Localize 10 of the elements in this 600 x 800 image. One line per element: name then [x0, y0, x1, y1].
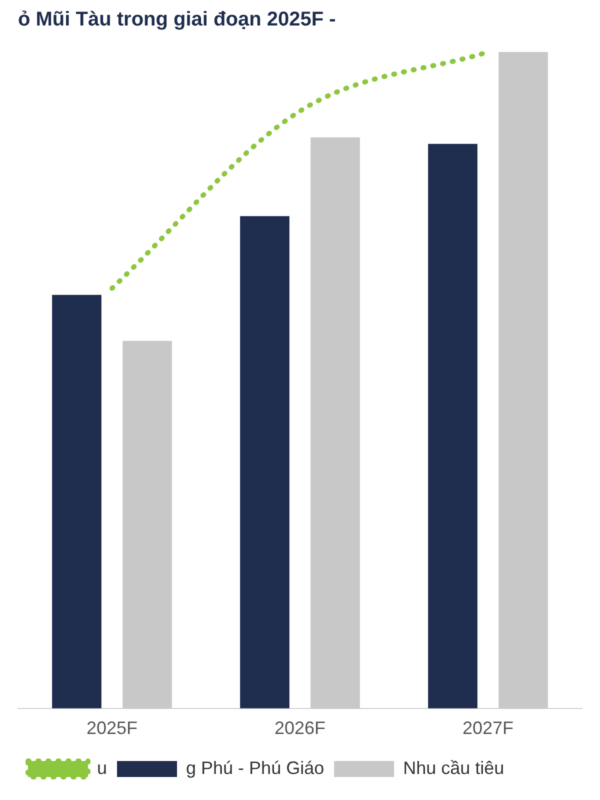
bar: [240, 216, 290, 708]
legend-label: u: [97, 758, 108, 778]
chart-title: ỏ Mũi Tàu trong giai đoạn 2025F -: [18, 8, 336, 31]
x-tick-label: 2025F: [86, 718, 138, 738]
x-tick-label: 2027F: [462, 718, 514, 738]
legend-label: Nhu cầu tiêu: [403, 758, 504, 778]
legend-label: g Phú - Phú Giáo: [186, 758, 324, 778]
x-tick-label: 2026F: [274, 718, 326, 738]
bar: [428, 144, 478, 708]
bar: [52, 294, 102, 708]
